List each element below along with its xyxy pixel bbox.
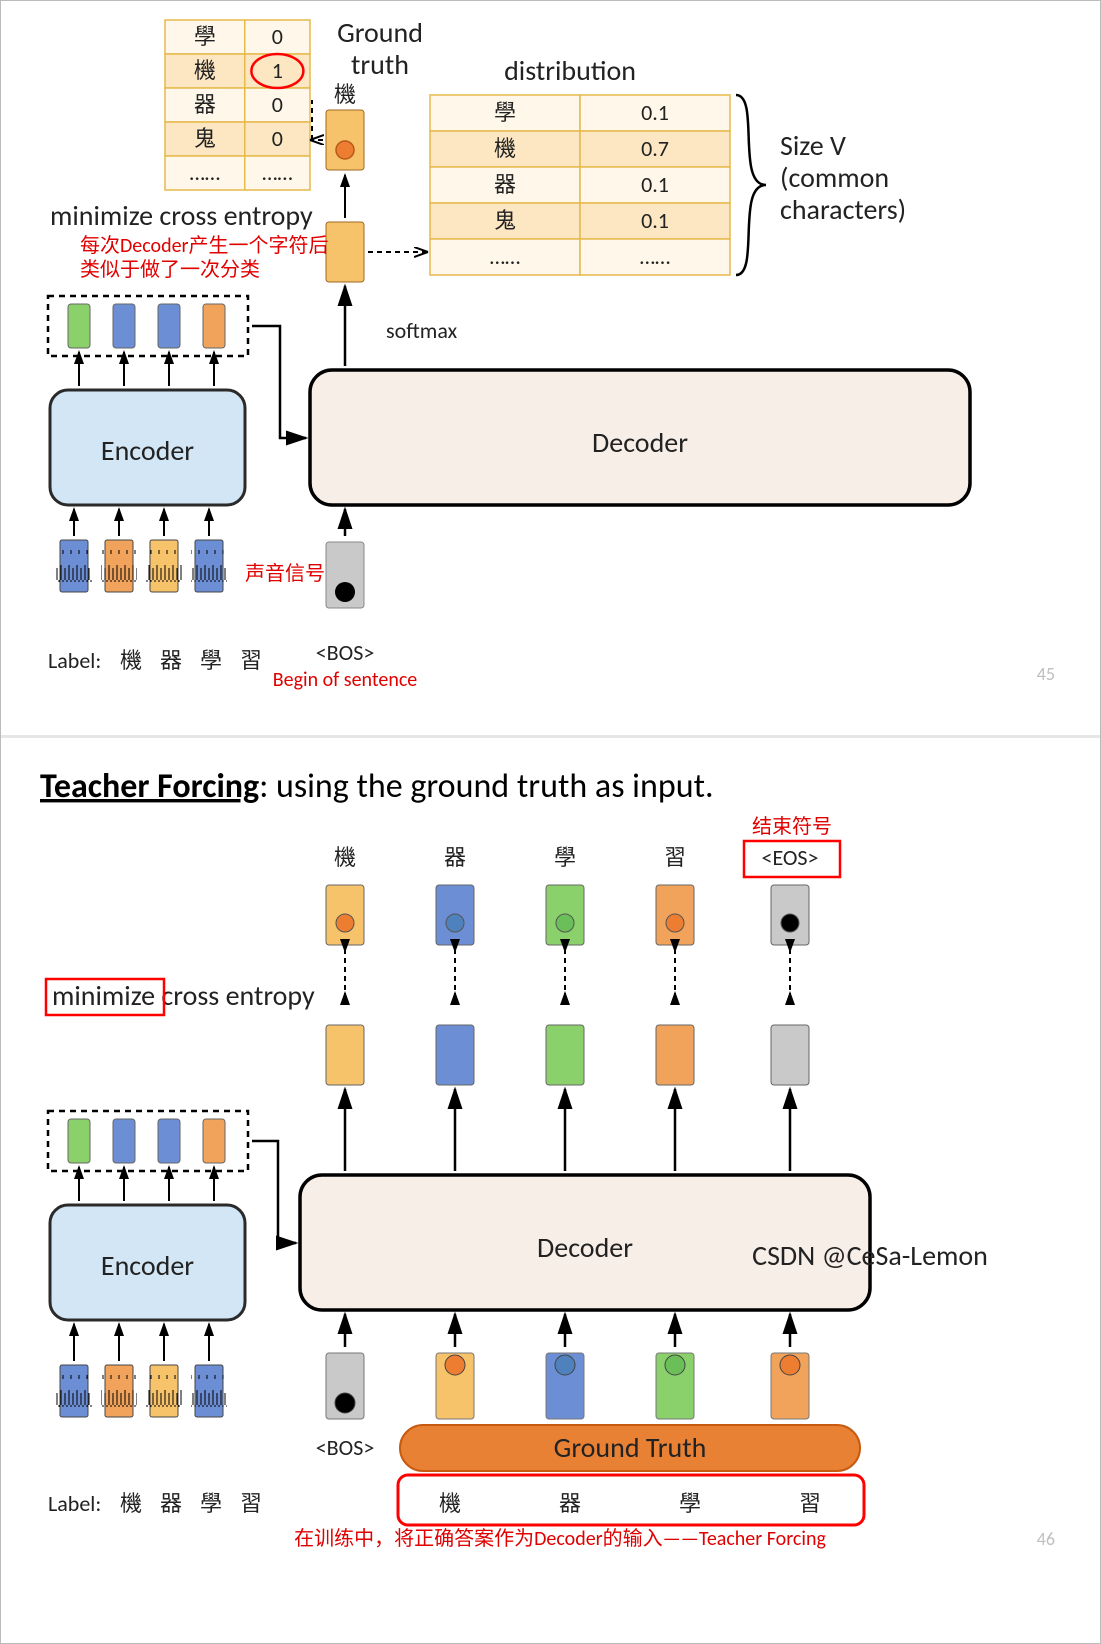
dist-val: 0.1: [641, 207, 669, 234]
gt-input-char: 習: [799, 1490, 821, 1517]
gt-table-val: 0: [272, 125, 283, 152]
encoder-label: Encoder: [101, 433, 194, 468]
label-char-2: 習: [240, 1490, 262, 1517]
gt-table-char: 鬼: [194, 125, 216, 152]
audio-label: 声音信号: [245, 562, 325, 586]
gt-table-val: 0: [272, 91, 283, 118]
slide-2: Teacher Forcing: using the ground truth …: [0, 745, 1101, 1644]
decoder-label-2: Decoder: [537, 1230, 633, 1265]
min-ce-label-2: minimize cross entropy: [52, 978, 315, 1013]
watermark: CSDN @CeSa-Lemon: [752, 1238, 988, 1273]
output-char: 習: [664, 844, 686, 871]
gt-input-char: 器: [559, 1490, 581, 1517]
encoder-label-2: Encoder: [101, 1248, 194, 1283]
ground-truth-banner: Ground Truth: [554, 1430, 707, 1465]
min-ce-label: minimize cross entropy: [50, 198, 313, 233]
slide-number-2: 46: [1037, 1528, 1055, 1550]
dist-char: 鬼: [494, 207, 516, 234]
diagram-root: 學0機1器0鬼0…………Groundtruth機distribution學0.1…: [0, 0, 1101, 1644]
char-top: 機: [334, 81, 356, 108]
gt-table-char: ……: [190, 159, 220, 186]
gt-table-char: 器: [194, 91, 216, 118]
footer-note: 在训练中，将正确答案作为Decoder的输入——Teacher Forcing: [294, 1527, 826, 1551]
gt-table-char: 學: [194, 23, 216, 50]
teacher-forcing-title: Teacher Forcing: using the ground truth …: [40, 766, 714, 807]
bos-label: <BOS>: [316, 639, 375, 666]
label-char-2: 器: [160, 1490, 182, 1517]
dist-char: ……: [490, 243, 520, 270]
bos-sub: Begin of sentence: [273, 668, 418, 692]
gt-input-char: 學: [679, 1490, 701, 1517]
gt-table-char: 機: [194, 57, 216, 84]
dist-val: 0.7: [641, 135, 669, 162]
output-char: <EOS>: [762, 844, 819, 871]
slide-1: 學0機1器0鬼0…………Groundtruth機distribution學0.1…: [0, 0, 1101, 735]
label-char: 器: [160, 647, 182, 674]
dist-val: 0.1: [641, 99, 669, 126]
label-char-2: 學: [200, 1490, 222, 1517]
output-char: 器: [444, 844, 466, 871]
dist-val: ……: [640, 243, 670, 270]
gt-input-char: 機: [439, 1490, 461, 1517]
dist-char: 器: [494, 171, 516, 198]
output-char: 學: [554, 844, 576, 871]
dist-char: 機: [494, 135, 516, 162]
dist-val: 0.1: [641, 171, 669, 198]
red-note-1: 每次Decoder产生一个字符后: [80, 234, 329, 258]
dist-char: 學: [494, 99, 516, 126]
label-prefix: Label:: [48, 647, 101, 674]
gt-table-val: 0: [272, 23, 283, 50]
gt-table-val: 1: [272, 57, 283, 84]
softmax-label: softmax: [386, 317, 458, 344]
label-char: 學: [200, 647, 222, 674]
decoder-label: Decoder: [592, 425, 688, 460]
slide-number: 45: [1037, 663, 1055, 685]
output-char: 機: [334, 844, 356, 871]
gt-table-val: ……: [262, 159, 292, 186]
label-char-2: 機: [120, 1490, 142, 1517]
red-note-2: 类似于做了一次分类: [80, 258, 260, 282]
label-char: 習: [240, 647, 262, 674]
label-char: 機: [120, 647, 142, 674]
bos-label-2: <BOS>: [316, 1434, 375, 1461]
distribution-title: distribution: [504, 53, 636, 88]
label-prefix-2: Label:: [48, 1490, 101, 1517]
eos-note: 结束符号: [752, 815, 832, 839]
